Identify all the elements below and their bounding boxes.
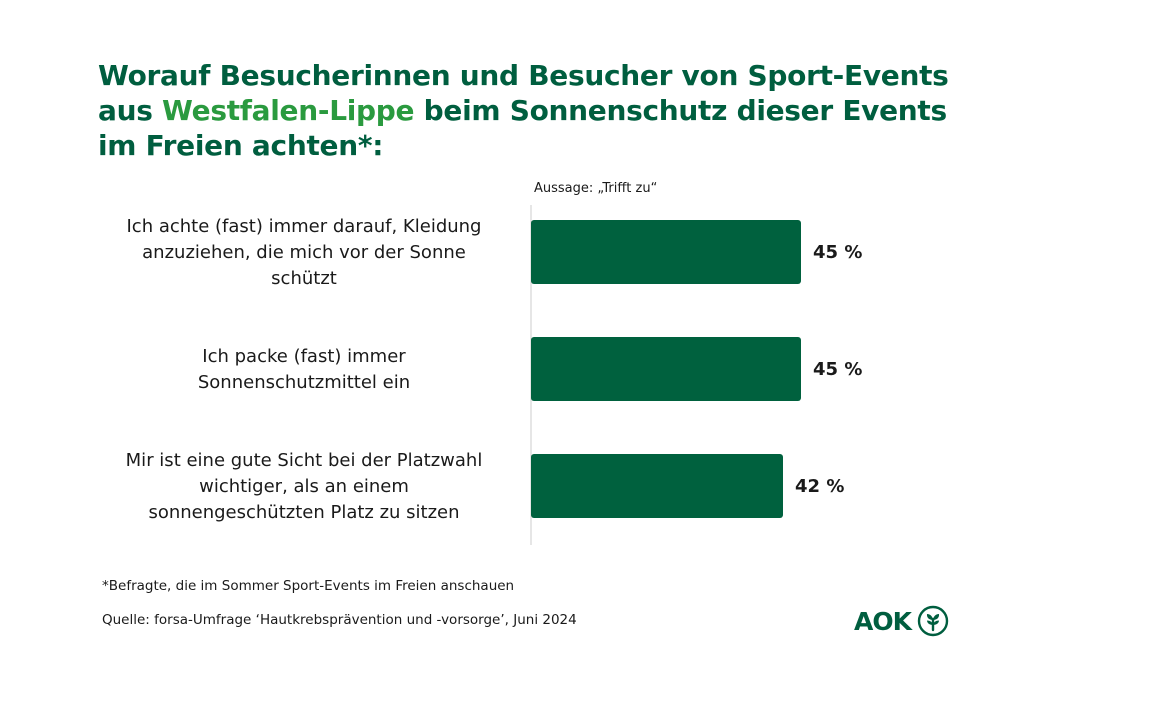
value-label-2: 45 % bbox=[813, 359, 862, 380]
value-label-3: 42 % bbox=[795, 476, 844, 497]
bar-3 bbox=[531, 454, 783, 518]
footnote-respondents: *Befragte, die im Sommer Sport-Events im… bbox=[102, 578, 515, 594]
aok-logo-text: AOK bbox=[854, 606, 912, 636]
aok-tree-icon bbox=[917, 605, 949, 637]
bar-2 bbox=[531, 337, 801, 401]
title-line-2-prefix: aus bbox=[98, 94, 163, 127]
title-line-3: im Freien achten*: bbox=[98, 129, 384, 162]
category-label-3: Mir ist eine gute Sicht bei der Platzwah… bbox=[126, 450, 483, 523]
category-label-2: Ich packe (fast) immer Sonnenschutzmittel… bbox=[198, 346, 410, 393]
chart-title: Worauf Besucherinnen und Besucher von Sp… bbox=[98, 58, 998, 163]
title-region-highlight: Westfalen-Lippe bbox=[162, 94, 415, 127]
source-note: Quelle: forsa-Umfrage ‘Hautkrebspräventi… bbox=[102, 612, 577, 628]
category-label-1: Ich achte (fast) immer darauf, Kleidung a… bbox=[127, 216, 482, 289]
aok-logo: AOK bbox=[854, 604, 949, 638]
title-line-1: Worauf Besucherinnen und Besucher von Sp… bbox=[98, 59, 949, 92]
title-line-2: aus Westfalen-Lippe beim Sonnenschutz di… bbox=[98, 93, 998, 128]
title-line-2-suffix: beim Sonnenschutz dieser Events bbox=[414, 94, 948, 127]
chart-subtitle: Aussage: „Trifft zu“ bbox=[534, 181, 657, 196]
bar-1 bbox=[531, 220, 801, 284]
value-label-1: 45 % bbox=[813, 242, 862, 263]
